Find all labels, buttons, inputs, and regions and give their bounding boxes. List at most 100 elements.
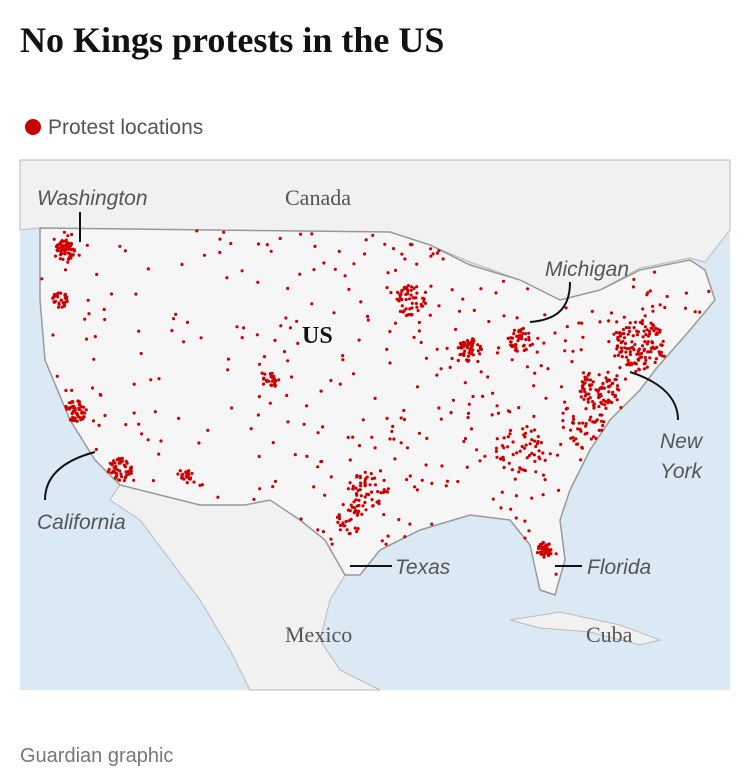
- protest-dot: [381, 490, 386, 495]
- protest-dot: [654, 332, 658, 336]
- protest-dot: [115, 458, 119, 462]
- protest-dot: [352, 500, 356, 504]
- protest-dot: [127, 472, 131, 476]
- protest-dot: [285, 393, 289, 398]
- protest-dot: [588, 396, 592, 400]
- protest-dot: [388, 437, 392, 441]
- protest-dot: [510, 358, 514, 362]
- protest-dot: [398, 294, 402, 298]
- protest-dot: [607, 340, 611, 344]
- protest-dot: [535, 551, 540, 555]
- protest-dot: [341, 503, 345, 507]
- protest-dot: [619, 406, 623, 410]
- protest-dot: [146, 438, 150, 442]
- protest-dot: [491, 391, 495, 395]
- protest-dot: [651, 304, 655, 308]
- protest-dot: [129, 465, 133, 469]
- protest-dot: [102, 307, 106, 312]
- protest-dot: [520, 337, 524, 341]
- protest-dot: [707, 289, 711, 293]
- protest-dot: [517, 470, 521, 474]
- protest-dot: [273, 479, 278, 483]
- protest-dot: [348, 481, 352, 485]
- protest-dot: [548, 452, 552, 456]
- protest-dot: [539, 441, 544, 445]
- protest-dot: [378, 469, 383, 473]
- protest-dot: [286, 420, 290, 424]
- protest-dot: [623, 377, 628, 381]
- protest-dot: [257, 395, 261, 399]
- protest-dot: [406, 284, 410, 288]
- protest-dot: [463, 381, 467, 385]
- protest-dot: [178, 469, 182, 473]
- map-label: Texas: [395, 556, 451, 579]
- protest-dot: [405, 478, 409, 482]
- protest-dot: [590, 383, 594, 387]
- protest-dot: [524, 337, 528, 342]
- protest-dot: [67, 407, 71, 411]
- protest-dot: [419, 340, 423, 345]
- protest-dot: [357, 498, 361, 502]
- protest-dot: [408, 242, 413, 246]
- protest-dot: [343, 524, 347, 528]
- protest-dot: [299, 232, 303, 236]
- protest-dot: [606, 401, 610, 405]
- protest-dot: [337, 249, 341, 253]
- protest-dot: [644, 358, 648, 362]
- protest-dot: [415, 291, 419, 295]
- protest-dot: [338, 382, 342, 386]
- protest-dot: [456, 346, 460, 350]
- protest-dot: [460, 352, 464, 356]
- protest-dot: [450, 356, 454, 361]
- protest-dot: [393, 457, 397, 461]
- protest-dot: [572, 417, 576, 422]
- protest-dot: [417, 329, 421, 333]
- protest-dot: [343, 274, 347, 278]
- protest-dot: [71, 253, 75, 257]
- protest-dot: [312, 485, 316, 489]
- protest-dot: [466, 354, 471, 358]
- protest-dot: [398, 309, 402, 313]
- protest-dot: [414, 301, 418, 306]
- protest-dot: [525, 365, 530, 369]
- protest-dot: [197, 441, 201, 445]
- protest-dot: [619, 332, 623, 336]
- protest-dot: [69, 241, 73, 245]
- protest-dot: [66, 245, 70, 249]
- protest-dot: [87, 312, 91, 316]
- protest-dot: [347, 287, 351, 291]
- protest-dot: [391, 247, 396, 251]
- protest-dot: [124, 475, 128, 479]
- protest-dot: [53, 299, 58, 303]
- protest-dot: [261, 382, 266, 386]
- protest-dot: [71, 409, 75, 413]
- protest-dot: [511, 440, 515, 444]
- protest-dot: [660, 343, 664, 347]
- protest-dot: [537, 455, 541, 459]
- protest-dot: [633, 343, 637, 347]
- protest-dot: [321, 530, 326, 534]
- protest-dot: [582, 382, 586, 386]
- protest-dot: [333, 267, 337, 271]
- protest-dot: [537, 449, 541, 453]
- protest-dot: [471, 394, 475, 399]
- protest-dot: [616, 345, 620, 349]
- protest-dot: [184, 470, 188, 474]
- protest-dot: [521, 326, 526, 331]
- protest-dot: [534, 444, 538, 449]
- protest-dot: [524, 332, 528, 336]
- protest-dot: [123, 249, 127, 253]
- protest-dot: [402, 287, 406, 291]
- protest-dot: [383, 242, 387, 246]
- protest-dot: [86, 298, 90, 302]
- protest-dot: [514, 516, 518, 520]
- protest-dot: [500, 490, 504, 494]
- protest-dot: [518, 449, 522, 453]
- protest-dot: [599, 400, 603, 404]
- protest-dot: [640, 351, 644, 355]
- protest-dot: [367, 493, 371, 497]
- protest-dot: [361, 418, 365, 422]
- protest-dot: [396, 290, 400, 294]
- protest-dot: [530, 438, 534, 442]
- protest-dot: [151, 479, 155, 483]
